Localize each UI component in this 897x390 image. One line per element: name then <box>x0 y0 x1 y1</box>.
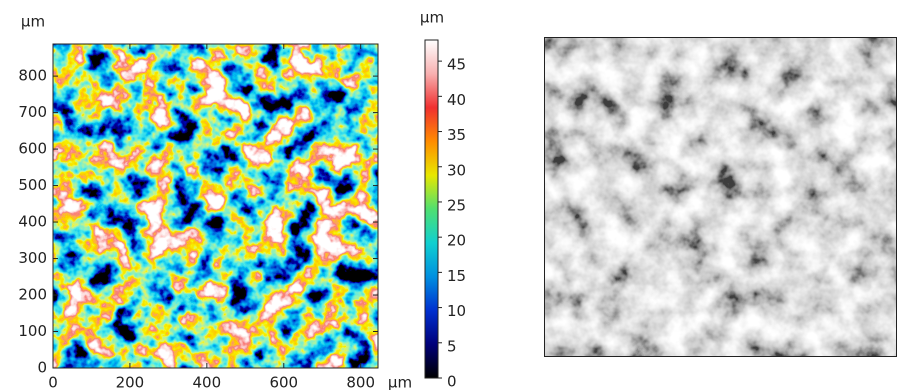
colorbar-tick-label: 25 <box>447 196 466 214</box>
colorbar-tick-label: 30 <box>447 161 466 179</box>
x-tick-label: 600 <box>269 374 298 390</box>
y-tick-label: 500 <box>18 176 47 194</box>
x-tick-label: 800 <box>346 374 375 390</box>
grayscale-image <box>544 37 897 357</box>
y-tick-label: 800 <box>18 67 47 85</box>
colorbar-label: µm <box>420 9 444 27</box>
y-tick-label: 100 <box>18 322 47 340</box>
colorbar-tick-label: 20 <box>447 232 466 250</box>
colorbar-tick-label: 0 <box>447 373 457 390</box>
x-tick-label: 0 <box>48 374 58 390</box>
y-unit: µm <box>21 13 45 31</box>
colorbar-tick-label: 10 <box>447 302 466 320</box>
plot-frame <box>52 43 379 369</box>
y-tick-label: 400 <box>18 213 47 231</box>
colorbar-tick-label: 45 <box>447 56 466 74</box>
x-tick-label: 400 <box>193 374 222 390</box>
colorbar-tick-label: 5 <box>447 337 457 355</box>
y-tick-label: 300 <box>18 249 47 267</box>
y-tick-label: 200 <box>18 286 47 304</box>
colorbar-tick-label: 40 <box>447 91 466 109</box>
colorbar <box>424 39 439 379</box>
height-map <box>53 44 378 368</box>
y-tick-label: 0 <box>37 359 47 377</box>
x-tick-label: 200 <box>116 374 145 390</box>
x-unit: µm <box>388 374 412 390</box>
y-tick-label: 600 <box>18 140 47 158</box>
y-tick-label: 700 <box>18 103 47 121</box>
colorbar-tick-label: 35 <box>447 126 466 144</box>
colorbar-tick-label: 15 <box>447 267 466 285</box>
